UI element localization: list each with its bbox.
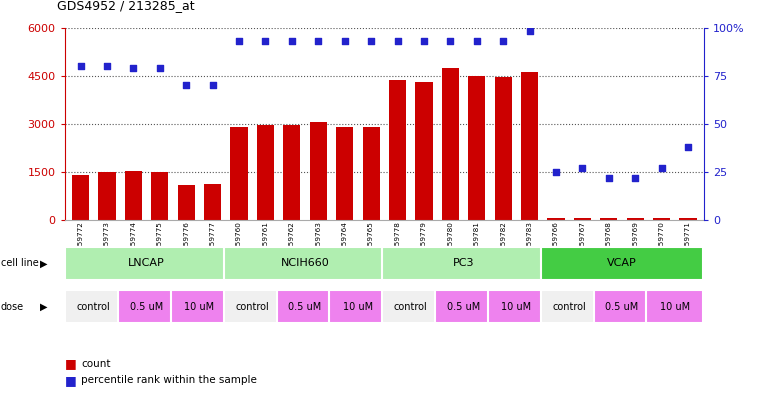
Text: ▶: ▶	[40, 301, 48, 312]
Point	[444, 38, 457, 44]
Text: ▶: ▶	[40, 258, 48, 268]
Bar	[521, 72, 538, 220]
Text: count: count	[81, 358, 111, 369]
Point	[682, 144, 694, 150]
Bar	[257, 125, 274, 220]
Text: dose: dose	[1, 301, 24, 312]
Bar	[336, 127, 353, 220]
Text: control: control	[552, 301, 586, 312]
Text: 0.5 uM: 0.5 uM	[288, 301, 322, 312]
Point	[365, 38, 377, 44]
Bar	[540, 247, 703, 279]
Bar	[151, 172, 168, 220]
Text: 10 uM: 10 uM	[501, 301, 531, 312]
Bar	[125, 171, 142, 220]
Point	[260, 38, 272, 44]
Bar	[224, 290, 281, 323]
Text: control: control	[77, 301, 110, 312]
Text: ■: ■	[65, 374, 76, 387]
Text: GDS4952 / 213285_at: GDS4952 / 213285_at	[57, 0, 195, 12]
Bar	[547, 218, 565, 220]
Bar	[204, 184, 221, 220]
Point	[603, 174, 615, 181]
Bar	[416, 82, 432, 220]
Bar	[574, 218, 591, 220]
Bar	[488, 290, 545, 323]
Text: 0.5 uM: 0.5 uM	[606, 301, 638, 312]
Bar	[362, 127, 380, 220]
Point	[524, 28, 536, 35]
Text: 10 uM: 10 uM	[660, 301, 690, 312]
Text: 10 uM: 10 uM	[342, 301, 373, 312]
Text: 0.5 uM: 0.5 uM	[447, 301, 480, 312]
Point	[339, 38, 351, 44]
Bar	[310, 122, 327, 220]
Point	[655, 165, 667, 171]
Point	[101, 63, 113, 69]
Bar	[177, 185, 195, 220]
Bar	[389, 81, 406, 220]
Bar	[98, 172, 116, 220]
Bar	[276, 290, 333, 323]
Text: percentile rank within the sample: percentile rank within the sample	[81, 375, 257, 386]
Point	[312, 38, 324, 44]
Bar	[626, 218, 644, 220]
Point	[286, 38, 298, 44]
Bar	[382, 247, 545, 279]
Text: cell line: cell line	[1, 258, 39, 268]
Text: ■: ■	[65, 357, 76, 370]
Bar	[231, 127, 247, 220]
Text: NCIH660: NCIH660	[281, 258, 330, 268]
Bar	[330, 290, 387, 323]
Point	[127, 65, 139, 71]
Bar	[468, 75, 486, 220]
Bar	[72, 174, 89, 220]
Bar	[65, 290, 123, 323]
Text: 0.5 uM: 0.5 uM	[130, 301, 163, 312]
Point	[470, 38, 482, 44]
Point	[75, 63, 87, 69]
Point	[206, 82, 218, 88]
Bar	[646, 290, 703, 323]
Point	[180, 82, 193, 88]
Bar	[441, 68, 459, 220]
Text: 10 uM: 10 uM	[184, 301, 215, 312]
Bar	[680, 218, 696, 220]
Text: control: control	[394, 301, 428, 312]
Bar	[171, 290, 228, 323]
Point	[497, 38, 509, 44]
Bar	[495, 77, 511, 220]
Text: VCAP: VCAP	[607, 258, 637, 268]
Point	[154, 65, 166, 71]
Bar	[65, 247, 228, 279]
Bar	[600, 218, 617, 220]
Point	[391, 38, 403, 44]
Point	[576, 165, 588, 171]
Bar	[382, 290, 439, 323]
Bar	[594, 290, 651, 323]
Bar	[118, 290, 175, 323]
Point	[233, 38, 245, 44]
Text: LNCAP: LNCAP	[128, 258, 165, 268]
Bar	[653, 218, 670, 220]
Bar	[540, 290, 597, 323]
Text: control: control	[235, 301, 269, 312]
Point	[629, 174, 642, 181]
Point	[550, 169, 562, 175]
Bar	[224, 247, 387, 279]
Text: PC3: PC3	[453, 258, 474, 268]
Bar	[435, 290, 492, 323]
Bar	[283, 125, 301, 220]
Point	[418, 38, 430, 44]
